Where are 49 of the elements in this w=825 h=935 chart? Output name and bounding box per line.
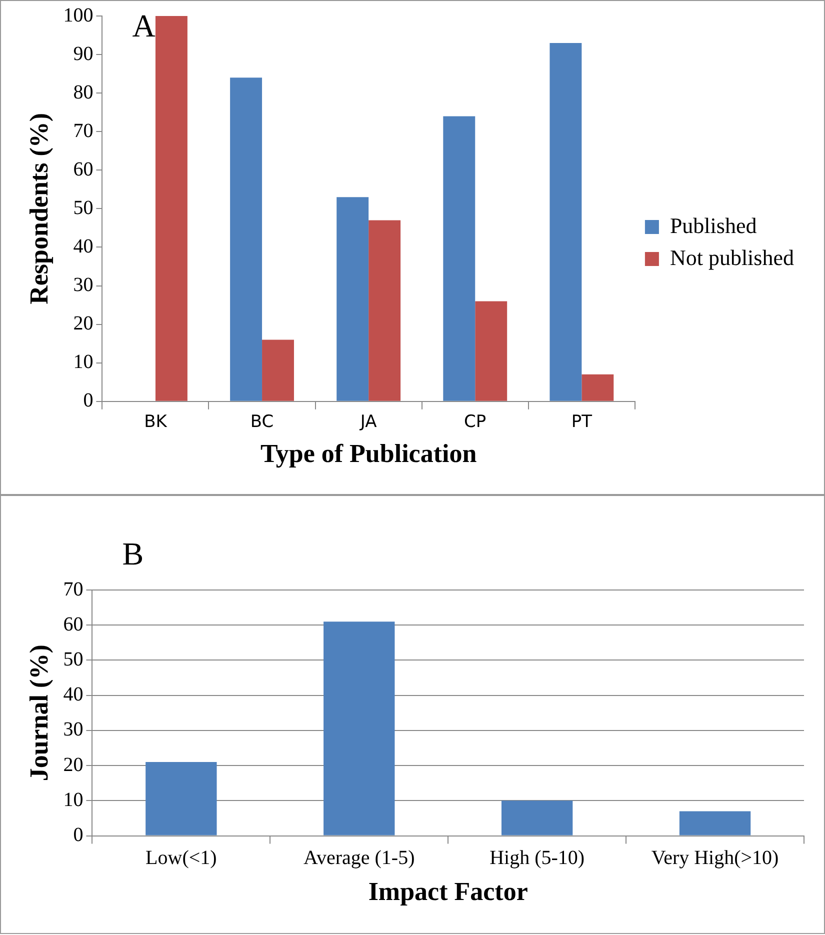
bar <box>230 78 262 401</box>
x-axis-title: Impact Factor <box>368 877 528 906</box>
x-tick-label: Very High(>10) <box>651 847 779 870</box>
x-tick-label: High (5-10) <box>490 847 585 870</box>
bar <box>155 16 188 401</box>
y-tick-label: 30 <box>63 718 84 741</box>
x-tick-label: CP <box>464 412 486 432</box>
y-axis-title: Journal (%) <box>24 644 54 782</box>
y-tick-label: 60 <box>63 613 84 636</box>
x-axis-title: Type of Publication <box>260 439 478 468</box>
bar <box>336 197 369 401</box>
y-tick-label: 60 <box>73 158 94 180</box>
y-tick-label: 40 <box>73 235 94 258</box>
y-tick-label: 20 <box>73 312 94 335</box>
y-tick-label: 50 <box>63 648 84 670</box>
bar <box>262 340 294 401</box>
x-tick-label: Low(<1) <box>146 847 217 870</box>
y-tick-label: 20 <box>63 754 84 776</box>
y-tick-label: 90 <box>73 42 94 65</box>
y-tick-label: 30 <box>73 274 94 296</box>
chart-title: B <box>122 535 144 572</box>
bar <box>501 800 573 836</box>
bar <box>679 811 751 836</box>
x-tick-label: BC <box>250 412 274 432</box>
y-tick-label: 10 <box>73 351 94 374</box>
x-tick-label: PT <box>571 412 593 432</box>
bar <box>324 622 395 836</box>
y-tick-label: 40 <box>63 684 84 706</box>
y-tick-label: 0 <box>83 390 94 412</box>
y-tick-label: 100 <box>63 4 94 26</box>
bar <box>582 374 614 401</box>
y-tick-label: 10 <box>63 788 84 811</box>
y-tick-label: 50 <box>73 196 94 219</box>
x-tick-label: JA <box>359 412 378 432</box>
y-tick-label: 0 <box>73 824 84 846</box>
bar <box>475 301 508 401</box>
y-tick-label: 80 <box>73 81 94 104</box>
x-tick-label: BK <box>144 412 168 432</box>
chart-title: A <box>132 7 156 44</box>
bar <box>443 116 476 401</box>
y-tick-label: 70 <box>73 120 94 142</box>
bar <box>368 220 401 401</box>
y-tick-label: 70 <box>63 578 84 600</box>
legend-label: Published <box>670 212 757 238</box>
x-tick-label: Average (1-5) <box>304 847 415 870</box>
bar <box>550 42 582 401</box>
y-axis-title: Respondents (%) <box>24 112 54 304</box>
legend-label: Not published <box>670 244 794 270</box>
bar <box>146 762 217 836</box>
